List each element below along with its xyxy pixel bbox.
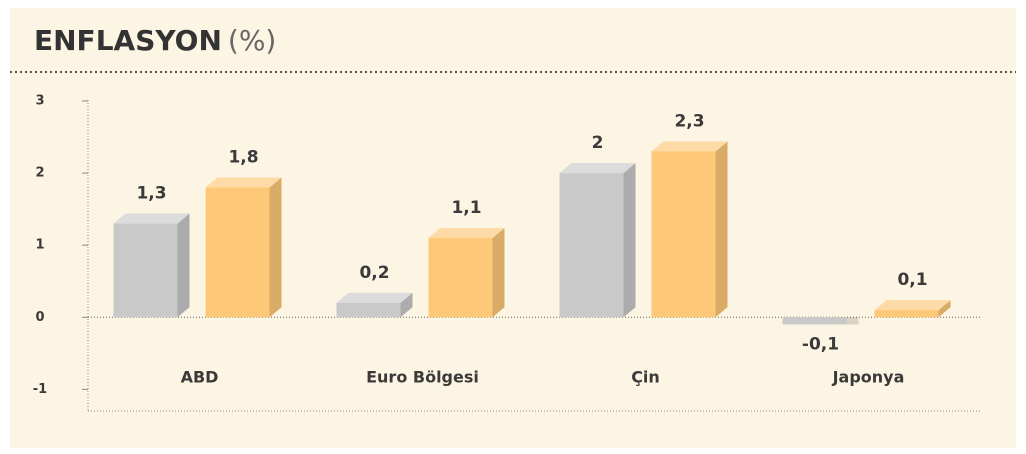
bar-face bbox=[428, 227, 505, 238]
title-unit: (%) bbox=[228, 24, 276, 57]
bar bbox=[205, 177, 282, 318]
bar bbox=[559, 163, 636, 318]
bar-face bbox=[177, 213, 190, 318]
y-tick-label: 2 bbox=[35, 166, 44, 181]
bar-face bbox=[113, 223, 178, 318]
value-label: 0,2 bbox=[359, 263, 389, 283]
bar-face bbox=[559, 173, 624, 318]
bar-face bbox=[492, 227, 505, 318]
bar-face bbox=[651, 151, 716, 318]
bar-face bbox=[782, 317, 847, 325]
y-tick-label: 0 bbox=[35, 310, 44, 325]
bar-face bbox=[492, 227, 505, 318]
bar bbox=[113, 213, 190, 318]
bar-face bbox=[400, 292, 413, 318]
bar-face bbox=[846, 317, 859, 325]
bar-face bbox=[336, 292, 413, 303]
y-tick-label: 1 bbox=[35, 238, 44, 253]
bar-face bbox=[205, 177, 282, 188]
value-label: 1,8 bbox=[228, 148, 258, 168]
value-label: 1,1 bbox=[451, 198, 481, 218]
value-label: -0,1 bbox=[802, 334, 839, 354]
bar bbox=[651, 141, 728, 318]
bar bbox=[874, 300, 951, 318]
bar-face bbox=[938, 300, 951, 318]
bar-face bbox=[269, 177, 282, 318]
bar-face bbox=[113, 213, 190, 224]
x-tick-label: Japonya bbox=[832, 368, 905, 387]
bar-face bbox=[205, 177, 282, 188]
bar-face bbox=[874, 300, 951, 311]
chart-title: ENFLASYON (%) bbox=[34, 24, 276, 57]
bar-face bbox=[715, 141, 728, 318]
bar bbox=[428, 227, 505, 318]
bar-face bbox=[623, 163, 636, 318]
bar-face bbox=[559, 163, 636, 174]
bar-face bbox=[336, 302, 401, 318]
value-label: 0,1 bbox=[897, 270, 927, 290]
bar-face bbox=[623, 163, 636, 318]
bar-face bbox=[715, 141, 728, 318]
value-label: 1,3 bbox=[136, 184, 166, 204]
value-label: 2 bbox=[592, 133, 604, 153]
bar-face bbox=[205, 187, 270, 318]
bar-face bbox=[938, 300, 951, 318]
bar-face bbox=[336, 292, 413, 303]
bar-face bbox=[269, 177, 282, 318]
bar-face bbox=[559, 163, 636, 174]
bar-face bbox=[651, 141, 728, 152]
bar bbox=[336, 292, 413, 318]
y-tick-label: 3 bbox=[35, 94, 44, 109]
x-tick-label: Çin bbox=[631, 368, 660, 387]
x-tick-label: Euro Bölgesi bbox=[366, 368, 479, 387]
bar-face bbox=[428, 227, 505, 238]
value-label: 2,3 bbox=[674, 111, 704, 131]
title-main: ENFLASYON bbox=[34, 24, 222, 57]
y-tick-label: -1 bbox=[33, 382, 47, 397]
bar-face bbox=[428, 237, 493, 318]
bar-face bbox=[113, 213, 190, 224]
bar-face bbox=[874, 310, 939, 318]
bar-face bbox=[651, 141, 728, 152]
x-tick-label: ABD bbox=[181, 368, 219, 387]
bar-face bbox=[177, 213, 190, 318]
bar bbox=[782, 317, 859, 325]
bar-face bbox=[400, 292, 413, 318]
bar-face bbox=[874, 300, 951, 311]
